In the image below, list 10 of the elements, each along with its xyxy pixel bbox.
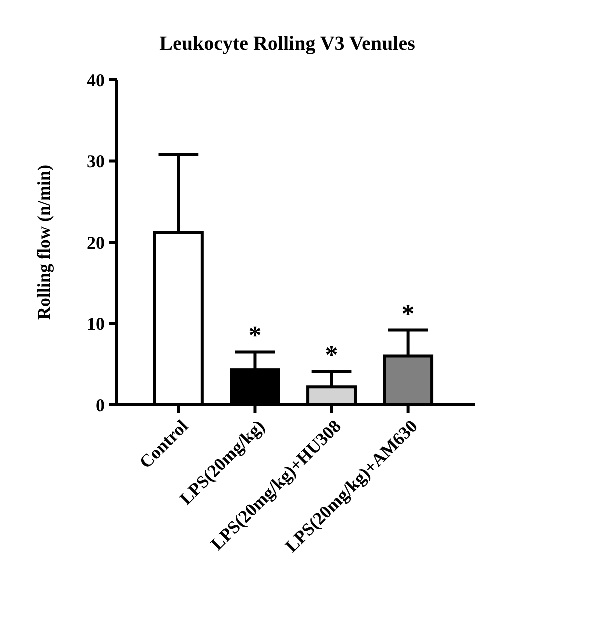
y-axis-title: Rolling flow (n/min)	[34, 164, 54, 320]
y-tick-label: 40	[87, 70, 105, 90]
chart-title: Leukocyte Rolling V3 Venules	[160, 33, 416, 55]
annotation: *	[402, 299, 415, 328]
annotation: *	[325, 340, 338, 370]
y-tick-label: 10	[87, 314, 105, 334]
y-tick-label: 20	[87, 232, 105, 253]
annotation: *	[248, 321, 262, 350]
y-tick-label: 30	[87, 152, 105, 172]
y-tick-label: 0	[96, 395, 105, 416]
